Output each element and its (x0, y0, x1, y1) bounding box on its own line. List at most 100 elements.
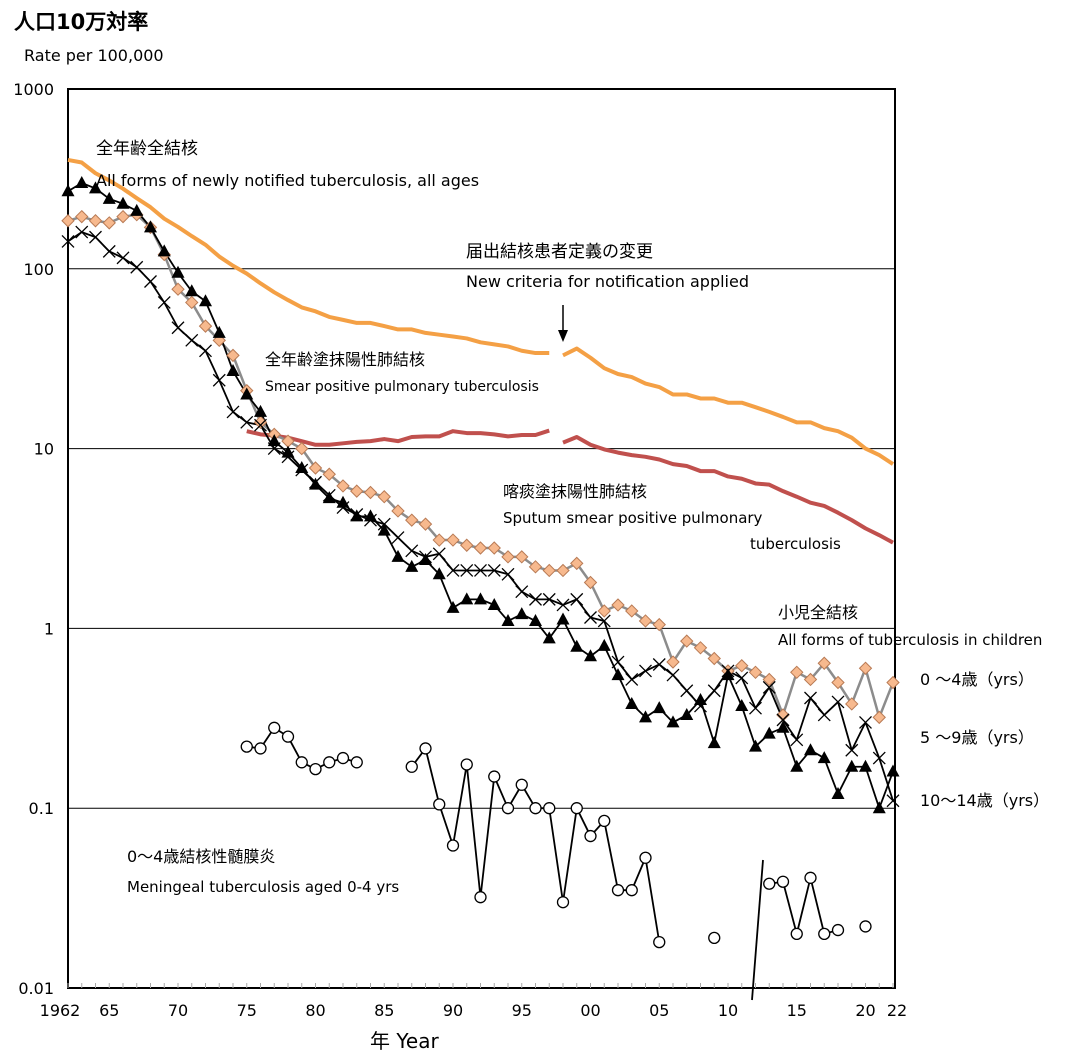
diamond-marker (680, 634, 694, 648)
circle-marker (350, 756, 363, 769)
cross-marker (116, 251, 130, 265)
triangle-marker (859, 759, 872, 772)
circle-marker (336, 751, 350, 765)
cross-marker (350, 508, 364, 521)
triangle-marker (872, 801, 886, 814)
cross-marker (804, 691, 817, 705)
cross-marker (130, 260, 144, 274)
triangle-marker (281, 445, 295, 458)
circle-marker (529, 802, 542, 815)
all-forms-jp-label: 全年齢全結核 (96, 139, 198, 159)
children-en-label: All forms of tuberculosis in children (778, 631, 1042, 649)
cross-marker (694, 699, 707, 713)
cross-marker (322, 488, 336, 502)
x-tick-label: 90 (443, 1001, 463, 1020)
triangle-marker (199, 294, 212, 307)
criteria-jp-label: 届出結核患者定義の変更 (466, 242, 653, 262)
diamond-marker (88, 214, 103, 228)
diamond-marker (460, 538, 474, 552)
diamond-marker (625, 604, 639, 618)
circle-marker (323, 756, 336, 769)
cross-marker (859, 715, 872, 729)
circle-marker (268, 721, 281, 734)
triangle-marker (474, 592, 487, 605)
triangle-marker (694, 692, 707, 705)
triangle-marker (845, 759, 859, 772)
triangle-marker (116, 196, 130, 209)
diamond-marker (831, 675, 845, 690)
triangle-marker (666, 715, 680, 728)
cross-marker (542, 592, 556, 606)
cross-marker (226, 405, 240, 419)
triangle-marker (391, 549, 405, 562)
triangle-marker (185, 284, 199, 297)
diamond-marker (597, 604, 611, 618)
diamond-marker (762, 672, 776, 687)
diamond-marker (501, 550, 515, 564)
triangle-marker (144, 220, 157, 233)
triangle-marker (584, 649, 597, 662)
circle-marker (309, 762, 322, 776)
y-tick-label: 1000 (13, 80, 54, 99)
circle-marker (763, 877, 776, 890)
triangle-marker (625, 696, 639, 709)
cross-marker (254, 418, 267, 432)
diamond-marker (418, 517, 433, 531)
triangle-marker (652, 701, 666, 714)
cross-marker (790, 733, 804, 747)
cross-marker (185, 333, 199, 347)
circle-marker (570, 802, 583, 815)
triangle-marker (776, 720, 790, 733)
cross-marker (707, 684, 721, 698)
criteria-en-label: New criteria for notification applied (466, 272, 749, 291)
x-tick-label: 22 (887, 1001, 907, 1020)
triangle-marker (212, 325, 226, 338)
cross-marker (446, 564, 460, 577)
sputum-en2-label: tuberculosis (750, 535, 841, 553)
cross-marker (419, 550, 432, 564)
triangle-marker (322, 491, 336, 504)
axes: 1000 100 10 1 0.1 0.01 1962 65 70 75 80 85 90 95 00 05 1… (13, 80, 907, 1020)
cross-marker (199, 344, 212, 358)
triangle-marker (377, 523, 391, 536)
triangle-marker (556, 612, 570, 625)
triangle-marker (267, 434, 281, 447)
triangle-marker (515, 607, 529, 620)
circle-marker (790, 927, 803, 941)
cross-marker (831, 695, 845, 709)
triangle-marker (749, 739, 762, 752)
cross-marker (309, 475, 322, 489)
cross-marker (735, 671, 749, 685)
triangle-marker (61, 184, 75, 197)
circle-marker (653, 935, 666, 949)
cross-marker (597, 614, 611, 628)
diamond-marker (405, 513, 419, 527)
cross-marker (144, 275, 157, 288)
x-tick-label: 05 (649, 1001, 669, 1020)
y-axis-title-en: Rate per 100,000 (24, 46, 164, 65)
cross-marker (157, 295, 171, 309)
cross-marker (817, 708, 831, 722)
triangle-marker (611, 668, 625, 681)
diamond-marker (542, 563, 556, 578)
age10-14-label: 10～14歳（yrs） (920, 791, 1049, 810)
cross-marker (666, 668, 680, 682)
x-tick-label: 65 (99, 1001, 119, 1020)
cross-marker (460, 564, 474, 577)
x-tick-label: 00 (580, 1001, 600, 1020)
diamond-marker (872, 710, 886, 725)
circle-marker (708, 931, 721, 945)
diamond-marker (336, 479, 350, 493)
cross-marker (639, 664, 652, 678)
diamond-marker (391, 504, 405, 518)
circle-marker (446, 839, 460, 852)
sputum-jp-label: 喀痰塗抹陽性肺結核 (503, 482, 647, 501)
smear-jp-label: 全年齢塗抹陽性肺結核 (265, 350, 425, 369)
diamond-marker (226, 348, 240, 363)
triangle-marker (295, 461, 309, 474)
cross-marker (364, 513, 377, 527)
circle-marker (254, 742, 267, 755)
circle-marker (419, 742, 432, 755)
cross-marker (89, 230, 102, 244)
cross-marker (405, 544, 419, 558)
